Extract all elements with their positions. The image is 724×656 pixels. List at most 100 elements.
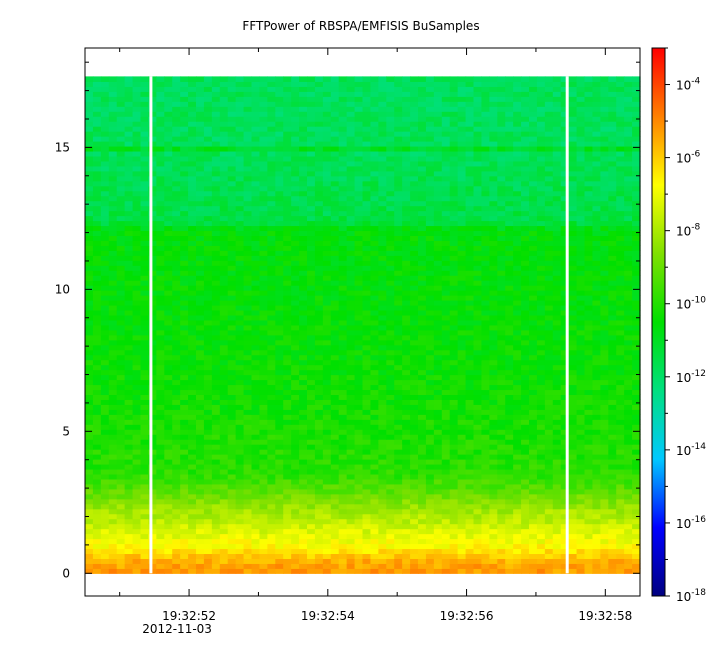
heatmap-cell bbox=[394, 488, 403, 495]
heatmap-cell bbox=[505, 508, 514, 515]
heatmap-cell bbox=[632, 419, 641, 425]
heatmap-cell bbox=[536, 493, 546, 500]
heatmap-cell bbox=[338, 468, 348, 475]
heatmap-cell bbox=[330, 463, 340, 470]
heatmap-cell bbox=[92, 329, 102, 336]
heatmap-cell bbox=[85, 225, 94, 232]
heatmap-cell bbox=[140, 473, 150, 480]
heatmap-cell bbox=[386, 260, 395, 266]
heatmap-cell bbox=[275, 468, 284, 475]
heatmap-cell bbox=[378, 374, 387, 381]
heatmap-cell bbox=[235, 548, 245, 555]
heatmap-cell bbox=[227, 528, 237, 535]
heatmap-cell bbox=[291, 374, 300, 381]
heatmap-cell bbox=[433, 538, 443, 545]
heatmap-cell bbox=[433, 275, 443, 281]
heatmap-cell bbox=[92, 369, 102, 376]
heatmap-cell bbox=[465, 523, 475, 530]
heatmap-cell bbox=[418, 245, 427, 251]
heatmap-cell bbox=[156, 275, 165, 281]
heatmap-cell bbox=[497, 414, 506, 420]
heatmap-cell bbox=[314, 538, 324, 545]
heatmap-cell bbox=[632, 508, 641, 515]
heatmap-cell bbox=[148, 304, 157, 311]
heatmap-cell bbox=[632, 488, 641, 495]
heatmap-cell bbox=[108, 424, 118, 430]
heatmap-cell bbox=[100, 235, 110, 241]
heatmap-cell bbox=[124, 220, 134, 227]
heatmap-cell bbox=[243, 255, 253, 261]
heatmap-cell bbox=[402, 364, 411, 371]
heatmap-cell bbox=[338, 498, 348, 505]
heatmap-cell bbox=[521, 324, 530, 331]
heatmap-cell bbox=[489, 409, 498, 415]
heatmap-cell bbox=[552, 399, 562, 405]
heatmap-cell bbox=[235, 478, 245, 485]
heatmap-cell bbox=[196, 498, 205, 505]
heatmap-cell bbox=[568, 245, 578, 251]
heatmap-cell bbox=[299, 513, 308, 520]
heatmap-cell bbox=[616, 329, 625, 336]
heatmap-cell bbox=[378, 568, 387, 574]
heatmap-cell bbox=[227, 260, 237, 266]
heatmap-cell bbox=[552, 240, 562, 246]
heatmap-cell bbox=[307, 439, 316, 445]
heatmap-cell bbox=[116, 374, 126, 381]
heatmap-cell bbox=[544, 558, 554, 564]
heatmap-cell bbox=[536, 260, 546, 266]
heatmap-cell bbox=[211, 280, 221, 286]
heatmap-cell bbox=[291, 314, 300, 321]
heatmap-cell bbox=[536, 553, 546, 559]
heatmap-cell bbox=[243, 245, 253, 251]
heatmap-cell bbox=[536, 449, 546, 455]
heatmap-cell bbox=[108, 528, 118, 535]
heatmap-cell bbox=[346, 488, 356, 495]
heatmap-cell bbox=[172, 260, 181, 266]
heatmap-cell bbox=[314, 389, 324, 396]
heatmap-cell bbox=[473, 280, 483, 286]
heatmap-cell bbox=[92, 488, 102, 495]
heatmap-cell bbox=[140, 439, 150, 445]
heatmap-cell bbox=[433, 270, 443, 276]
heatmap-cell bbox=[172, 255, 181, 261]
heatmap-cell bbox=[211, 349, 221, 356]
heatmap-cell bbox=[624, 225, 633, 232]
heatmap-cell bbox=[505, 404, 514, 410]
heatmap-cell bbox=[410, 553, 419, 559]
heatmap-cell bbox=[291, 429, 300, 435]
heatmap-cell bbox=[402, 498, 411, 505]
heatmap-cell bbox=[521, 518, 530, 525]
heatmap-cell bbox=[322, 299, 332, 306]
heatmap-cell bbox=[576, 260, 586, 266]
heatmap-cell bbox=[235, 314, 245, 321]
heatmap-cell bbox=[235, 215, 245, 222]
heatmap-cell bbox=[299, 468, 308, 475]
heatmap-cell bbox=[275, 518, 284, 525]
heatmap-cell bbox=[85, 250, 94, 256]
heatmap-cell bbox=[243, 424, 253, 430]
heatmap-cell bbox=[592, 409, 601, 415]
heatmap-cell bbox=[433, 399, 443, 405]
heatmap-cell bbox=[544, 324, 554, 331]
heatmap-cell bbox=[299, 439, 308, 445]
heatmap-cell bbox=[441, 523, 451, 530]
heatmap-cell bbox=[203, 369, 213, 376]
heatmap-cell bbox=[275, 334, 284, 341]
heatmap-cell bbox=[632, 374, 641, 381]
heatmap-cell bbox=[92, 543, 102, 550]
heatmap-cell bbox=[418, 299, 427, 306]
heatmap-cell bbox=[203, 399, 213, 405]
heatmap-cell bbox=[362, 568, 372, 574]
heatmap-cell bbox=[584, 339, 594, 346]
heatmap-cell bbox=[497, 424, 506, 430]
heatmap-cell bbox=[267, 299, 276, 306]
heatmap-cell bbox=[544, 513, 554, 520]
heatmap-cell bbox=[283, 473, 292, 480]
heatmap-cell bbox=[164, 359, 173, 366]
heatmap-cell bbox=[600, 498, 609, 505]
heatmap-cell bbox=[211, 359, 221, 366]
heatmap-cell bbox=[108, 409, 118, 415]
heatmap-cell bbox=[608, 295, 617, 301]
heatmap-cell bbox=[156, 285, 165, 291]
heatmap-cell bbox=[283, 518, 292, 525]
